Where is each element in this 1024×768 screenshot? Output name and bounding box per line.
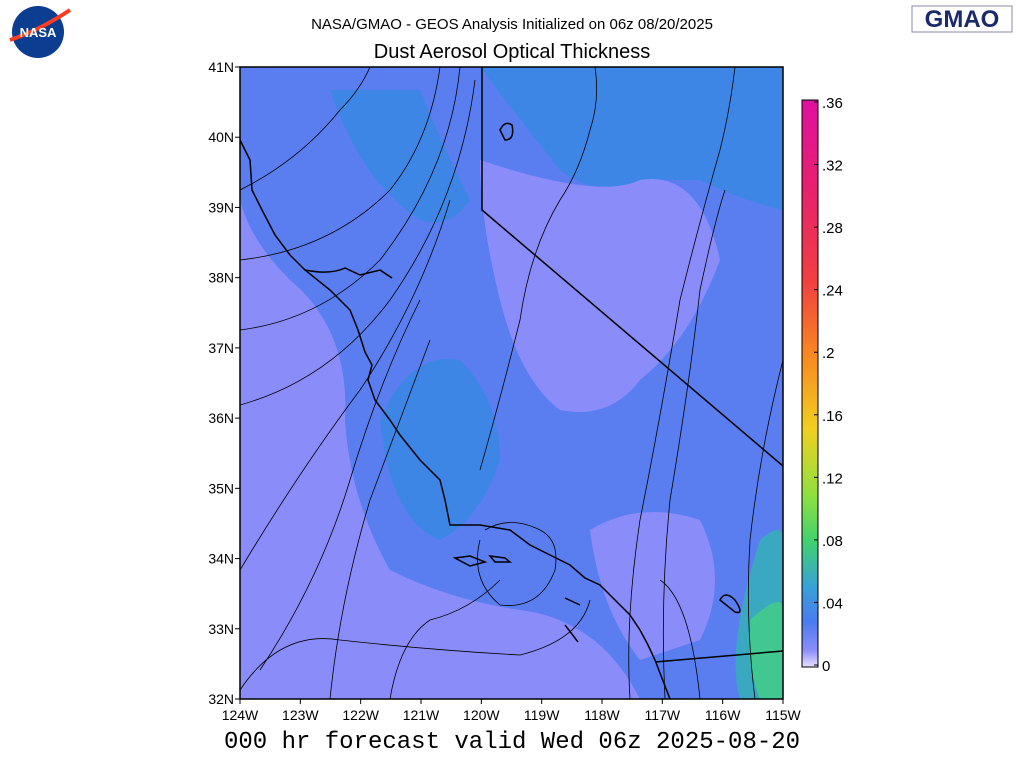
nasa-logo: NASA — [9, 6, 72, 58]
colorbar — [801, 99, 819, 668]
colorbar-label: .16 — [822, 408, 843, 425]
y-tick-label: 38N — [208, 270, 234, 286]
y-tick-label: 32N — [208, 691, 234, 707]
x-tick-label: 118W — [584, 707, 620, 723]
map-frame — [239, 66, 784, 700]
colorbar-label: .08 — [822, 533, 843, 550]
colorbar-label: 0 — [822, 658, 830, 675]
x-tick-label: 123W — [282, 707, 319, 723]
logo-text: GMAO — [925, 6, 1000, 33]
y-tick-label: 34N — [208, 551, 234, 567]
x-tick-label: 117W — [645, 707, 681, 723]
map-fill — [240, 67, 783, 699]
y-tick-label: 35N — [208, 480, 234, 496]
logo-text: NASA — [20, 25, 57, 40]
x-tick-label: 116W — [705, 707, 741, 723]
boundaries — [240, 67, 783, 699]
x-tick-label: 122W — [342, 707, 379, 723]
x-tick-label: 121W — [403, 707, 440, 723]
streamlines — [240, 67, 783, 699]
y-tick-label: 37N — [208, 340, 234, 356]
y-tick-label: 40N — [208, 129, 234, 145]
colorbar-label: .32 — [822, 158, 843, 175]
colorbar-label: .28 — [822, 220, 843, 237]
y-tick-label: 39N — [208, 199, 234, 215]
axes: 124W 123W 122W 121W 120W 119W 118W 117W 116W 115W… — [208, 59, 801, 723]
title: Dust Aerosol Optical Thickness — [374, 41, 650, 63]
colorbar-label: .36 — [822, 95, 843, 112]
y-tick-label: 33N — [208, 621, 234, 637]
x-tick-label: 124W — [222, 707, 259, 723]
colorbar-label: .2 — [822, 345, 835, 362]
colorbar-label: .04 — [822, 595, 843, 612]
x-tick-label: 120W — [463, 707, 500, 723]
colorbar-ticks: 0 .04 .08 .12 .16 .2 .24 .28 .32 .36 — [814, 95, 843, 675]
subtitle: NASA/GMAO - GEOS Analysis Initialized on… — [311, 16, 713, 33]
x-tick-label: 119W — [524, 707, 560, 723]
y-tick-label: 36N — [208, 410, 234, 426]
colorbar-label: .12 — [822, 470, 843, 487]
y-tick-label: 41N — [208, 59, 234, 75]
gmao-logo: GMAO — [911, 5, 1013, 33]
footer: 000 hr forecast valid Wed 06z 2025-08-20 — [224, 729, 800, 756]
colorbar-label: .24 — [822, 283, 843, 300]
x-tick-label: 115W — [765, 707, 801, 723]
